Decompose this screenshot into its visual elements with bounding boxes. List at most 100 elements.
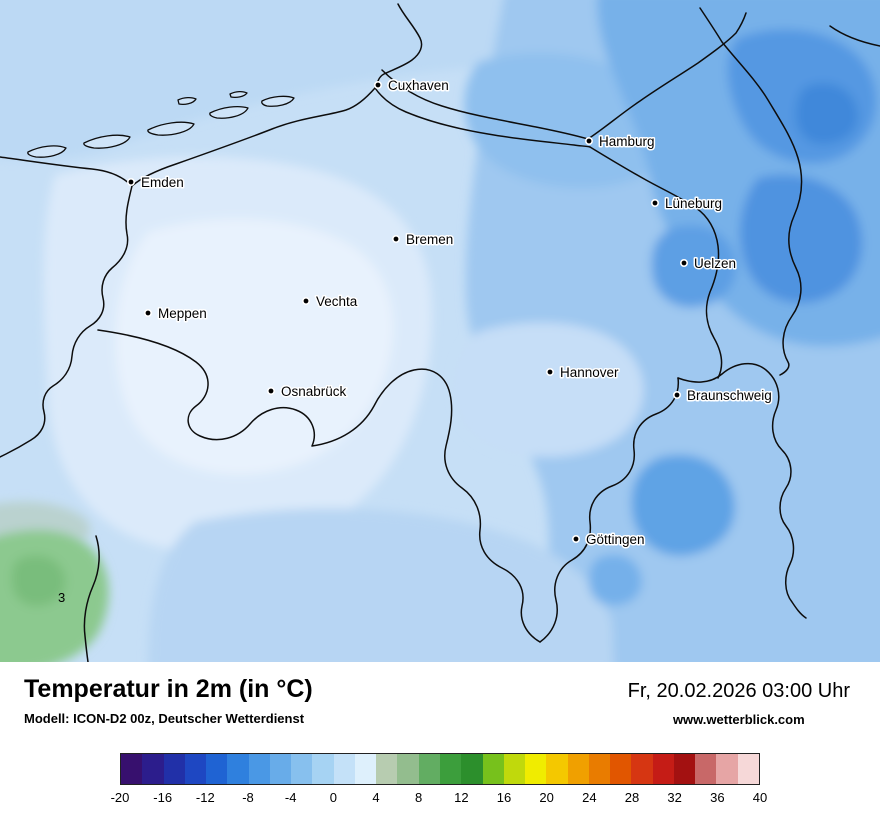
map-title: Temperatur in 2m (in °C) bbox=[24, 675, 313, 703]
legend-tick-label: -20 bbox=[110, 790, 130, 805]
legend-color-segment bbox=[121, 754, 143, 784]
city-markers: Cuxhaven Hamburg Emden Lüneburg Bremen Uelzen… bbox=[58, 77, 773, 606]
east-border bbox=[677, 362, 807, 619]
temperature-value-label: 3 bbox=[58, 590, 65, 605]
region-darkest-patch bbox=[795, 83, 859, 145]
legend-color-segment bbox=[291, 754, 313, 784]
legend-color-segment bbox=[439, 754, 462, 784]
southwest-border bbox=[83, 535, 100, 662]
northeast-vertical-border bbox=[699, 7, 803, 376]
legend-color-segment bbox=[354, 754, 377, 784]
city-label: Uelzen bbox=[694, 256, 736, 271]
city-label: Braunschweig bbox=[687, 388, 772, 403]
city-dot bbox=[373, 81, 382, 90]
frisian-island bbox=[27, 145, 67, 158]
legend-tick-labels: -20 -16 -12 -8 -4 0 4 8 12 16 20 24 28 32 36 40 bbox=[111, 790, 768, 808]
legend-color-segment bbox=[206, 754, 228, 784]
city-label: Göttingen bbox=[586, 532, 645, 547]
city-label: Osnabrück bbox=[281, 384, 347, 399]
legend-color-segment bbox=[737, 754, 759, 784]
city-dot bbox=[679, 258, 688, 267]
legend-color-segment bbox=[567, 754, 589, 784]
city-label: Hannover bbox=[560, 365, 619, 380]
dutch-border bbox=[0, 185, 133, 458]
legend-tick-label: 0 bbox=[329, 790, 337, 805]
region-uelzen-dark bbox=[651, 225, 737, 308]
frisian-island bbox=[177, 96, 197, 105]
city-dot bbox=[584, 137, 593, 146]
region-southwest-transition bbox=[0, 501, 91, 540]
legend-color-segment bbox=[546, 754, 568, 784]
legend-color-segment bbox=[269, 754, 292, 784]
legend-tick-label: -16 bbox=[153, 790, 173, 805]
frisian-island bbox=[209, 106, 249, 119]
legend-tick-label: 32 bbox=[667, 790, 682, 805]
legend-tick-label: 36 bbox=[710, 790, 725, 805]
temperature-field bbox=[0, 0, 880, 662]
goettingen-border bbox=[539, 377, 680, 643]
frisian-island bbox=[261, 95, 295, 107]
city-dot bbox=[571, 534, 580, 543]
legend-tick-label: 24 bbox=[582, 790, 597, 805]
legend-color-segment bbox=[184, 754, 207, 784]
legend-color-segment bbox=[673, 754, 696, 784]
city-label: Vechta bbox=[316, 294, 358, 309]
city-dot bbox=[144, 308, 153, 317]
legend-color-segment bbox=[631, 754, 653, 784]
model-info: Modell: ICON-D2 00z, Deutscher Wetterdie… bbox=[24, 710, 305, 726]
region-goettingen-medium bbox=[589, 554, 642, 606]
temperature-map-svg: Cuxhaven Hamburg Emden Lüneburg Bremen Uelzen… bbox=[0, 0, 880, 662]
elbe-south-bank bbox=[374, 87, 591, 148]
region-goettingen-dark bbox=[631, 454, 735, 556]
legend-color-segment bbox=[163, 754, 185, 784]
south-state-border bbox=[97, 329, 541, 643]
legend-tick-label: 16 bbox=[496, 790, 512, 805]
legend-color-segment bbox=[482, 754, 504, 784]
state-borders bbox=[0, 3, 880, 662]
city-label: Hamburg bbox=[599, 134, 655, 149]
city-label: Bremen bbox=[406, 232, 453, 247]
city-dot bbox=[301, 296, 310, 305]
coastline bbox=[0, 87, 376, 187]
top-right-corner-border bbox=[829, 25, 880, 47]
datetime-block: Fr, 20.02.2026 03:00 Uhr www.wetterblick… bbox=[628, 676, 850, 727]
legend-tick-label: -4 bbox=[284, 790, 297, 805]
forecast-datetime: Fr, 20.02.2026 03:00 Uhr bbox=[627, 680, 850, 702]
legend-color-segment bbox=[461, 754, 483, 784]
legend-color-segment bbox=[716, 754, 738, 784]
legend-color-segment bbox=[588, 754, 611, 784]
title-block: Temperatur in 2m (in °C) Modell: ICON-D2… bbox=[24, 675, 313, 726]
frisian-island bbox=[83, 134, 131, 149]
legend-color-segment bbox=[248, 754, 270, 784]
elbe-north-bank bbox=[381, 69, 589, 140]
city-dot bbox=[545, 367, 554, 376]
legend-tick-label: -8 bbox=[242, 790, 254, 805]
legend-color-segment bbox=[503, 754, 526, 784]
city-dot bbox=[127, 178, 136, 187]
legend-color-segment bbox=[142, 754, 164, 784]
legend-color-segment bbox=[333, 754, 355, 784]
legend-color-segment bbox=[652, 754, 674, 784]
region-green-dark-spot bbox=[12, 555, 66, 606]
legend-tick-label: 28 bbox=[624, 790, 640, 805]
website-label: www.wetterblick.com bbox=[672, 712, 805, 727]
region-hannover-light bbox=[454, 322, 644, 457]
legend-color-segment bbox=[376, 754, 398, 784]
temperature-legend: -20 -16 -12 -8 -4 0 4 8 12 16 20 24 28 32 36 40 bbox=[111, 753, 768, 808]
city-dot bbox=[650, 199, 659, 208]
region-dark-patch-2 bbox=[740, 175, 863, 304]
frisian-island bbox=[147, 121, 195, 136]
legend-tick-label: 12 bbox=[454, 790, 469, 805]
city-label: Cuxhaven bbox=[388, 78, 449, 93]
hamburg-southeast-border bbox=[589, 146, 723, 379]
frisian-island bbox=[229, 90, 248, 99]
city-label: Emden bbox=[141, 175, 184, 190]
city-label: Lüneburg bbox=[665, 196, 722, 211]
legend-tick-label: 8 bbox=[415, 790, 423, 805]
info-row: Temperatur in 2m (in °C) Modell: ICON-D2… bbox=[0, 662, 880, 727]
north-river-line bbox=[376, 3, 423, 85]
legend-color-bar bbox=[120, 753, 760, 785]
legend-color-segment bbox=[312, 754, 334, 784]
weather-map: Cuxhaven Hamburg Emden Lüneburg Bremen Uelzen… bbox=[0, 0, 880, 662]
region-south-medium bbox=[148, 508, 614, 662]
